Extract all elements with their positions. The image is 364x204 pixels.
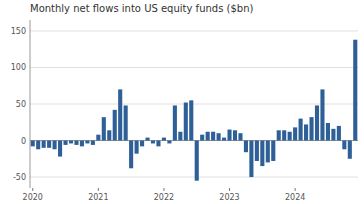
bar: [42, 141, 46, 148]
x-tick-label: 2022: [154, 193, 174, 202]
bar: [348, 141, 352, 159]
bar: [107, 130, 111, 140]
bar: [189, 100, 193, 140]
bar: [162, 138, 166, 141]
bar: [91, 141, 95, 145]
bar: [80, 141, 84, 147]
bar: [337, 126, 341, 141]
bar: [195, 141, 199, 181]
x-tick: [32, 188, 33, 191]
chart-svg: Monthly net flows into US equity funds (…: [0, 0, 364, 204]
bar: [31, 141, 35, 147]
bar: [53, 141, 57, 150]
bar: [85, 141, 89, 144]
bar: [304, 124, 308, 140]
chart-container: Monthly net flows into US equity funds (…: [0, 0, 364, 204]
y-axis-line: [30, 20, 31, 188]
y-tick-label: 50: [16, 100, 26, 109]
grid-line: [30, 30, 358, 31]
bar: [167, 141, 171, 144]
bar: [135, 141, 139, 154]
grid-line: [30, 140, 358, 141]
bar: [211, 132, 215, 141]
bar: [227, 130, 231, 141]
bar: [353, 40, 357, 141]
bar: [47, 141, 51, 148]
bar: [151, 141, 155, 144]
bar: [233, 130, 237, 140]
y-tick-label: 0: [21, 137, 26, 146]
bar: [58, 141, 62, 157]
bar: [178, 132, 182, 141]
bar: [244, 141, 248, 153]
bar: [113, 110, 117, 141]
y-tick-label: -50: [13, 173, 26, 182]
bar: [282, 130, 286, 140]
grid-line: [30, 67, 358, 68]
bar: [156, 141, 160, 147]
bar: [271, 141, 275, 161]
x-tick-label: 2021: [88, 193, 108, 202]
bar: [63, 141, 67, 145]
grid-line: [30, 177, 358, 178]
bar: [217, 133, 221, 140]
bars: [31, 40, 358, 181]
x-tick: [98, 188, 99, 191]
bar: [299, 119, 303, 141]
x-tick: [229, 188, 230, 191]
bar: [277, 130, 281, 140]
bar: [326, 123, 330, 141]
bar: [249, 141, 253, 178]
bar: [36, 141, 40, 150]
x-tick: [295, 188, 296, 191]
bar: [342, 141, 346, 150]
title: Monthly net flows into US equity funds (…: [30, 3, 253, 14]
bar: [124, 105, 128, 140]
y-tick-label: 100: [11, 63, 26, 72]
bar: [200, 135, 204, 141]
bar: [260, 141, 264, 167]
bar: [266, 141, 270, 163]
grid: [30, 31, 358, 177]
bar: [320, 89, 324, 140]
bar: [118, 89, 122, 140]
bar: [96, 135, 100, 141]
bar: [74, 141, 78, 145]
bar: [238, 133, 242, 140]
bar: [69, 141, 73, 144]
grid-line: [30, 104, 358, 105]
bar: [309, 117, 313, 140]
x-tick-label: 2020: [23, 193, 43, 202]
bar: [129, 141, 133, 169]
bar: [206, 132, 210, 141]
x-tick-label: 2023: [219, 193, 239, 202]
bar: [315, 105, 319, 140]
bar: [102, 117, 106, 140]
bar: [140, 141, 144, 147]
bar: [255, 141, 259, 161]
x-tick-label: 2024: [285, 193, 305, 202]
bar: [145, 138, 149, 141]
bar: [184, 103, 188, 141]
x-tick: [163, 188, 164, 191]
bar: [293, 127, 297, 140]
bar: [288, 132, 292, 141]
bar: [173, 105, 177, 140]
y-tick-label: 150: [11, 27, 26, 36]
bar: [222, 138, 226, 141]
bar: [331, 129, 335, 141]
